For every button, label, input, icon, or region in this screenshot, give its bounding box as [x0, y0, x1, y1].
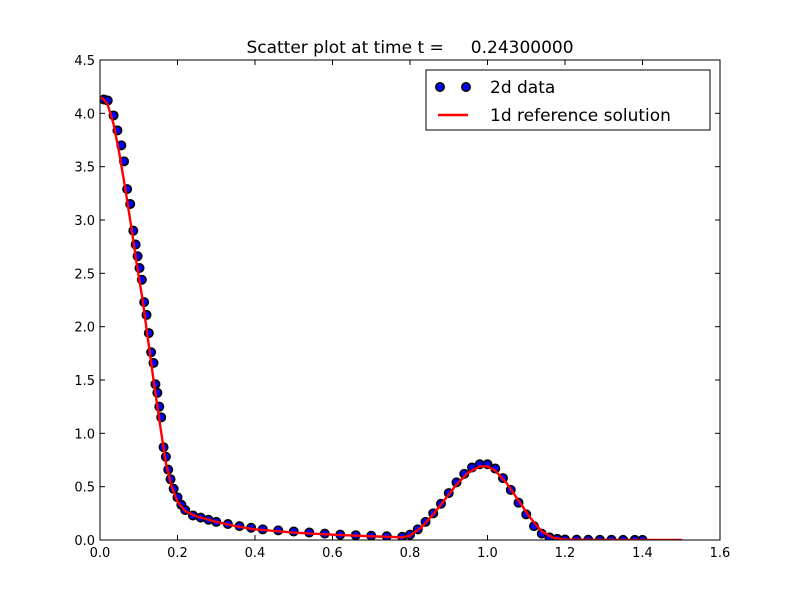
chart-title: Scatter plot at time t = 0.24300000: [246, 38, 573, 58]
y-tick-label: 0.0: [74, 534, 95, 549]
x-tick-label: 1.6: [710, 546, 731, 561]
x-tick-label: 0.0: [90, 546, 111, 561]
legend-marker-2d-data: [434, 82, 445, 93]
x-tick-label: 0.4: [245, 546, 266, 561]
axes-frame: [99, 59, 721, 541]
legend-label: 2d data: [490, 78, 555, 98]
y-tick-label: 4.0: [74, 107, 95, 122]
data-point: [451, 477, 462, 488]
y-tick-label: 4.5: [74, 54, 95, 69]
x-tick-label: 0.8: [400, 546, 421, 561]
x-tick-label: 0.6: [322, 546, 343, 561]
legend: 2d data 1d reference solution: [425, 69, 711, 131]
y-tick-label: 3.5: [74, 161, 95, 176]
axes-background: [100, 60, 720, 540]
series-line-1d-reference-solution: [100, 96, 683, 540]
y-tick-label: 1.0: [74, 427, 95, 442]
x-tick-label: 1.2: [555, 546, 576, 561]
legend-marker-2d-data: [460, 82, 471, 93]
legend-box: [425, 69, 711, 131]
x-tick-label: 1.4: [632, 546, 653, 561]
y-tick-label: 0.5: [74, 481, 95, 496]
x-tick-label: 1.0: [477, 546, 498, 561]
y-tick-label: 2.5: [74, 267, 95, 282]
legend-label: 1d reference solution: [490, 106, 671, 126]
x-tick-label: 0.2: [167, 546, 188, 561]
y-tick-label: 1.5: [74, 374, 95, 389]
plot-area: 0.0 0.2 0.4 0.6 0.8 1.0 1.2 1.4 1.6 0.0 0.5 1.0 1.5 2…: [74, 54, 730, 561]
y-tick-label: 2.0: [74, 321, 95, 336]
y-tick-label: 3.0: [74, 214, 95, 229]
